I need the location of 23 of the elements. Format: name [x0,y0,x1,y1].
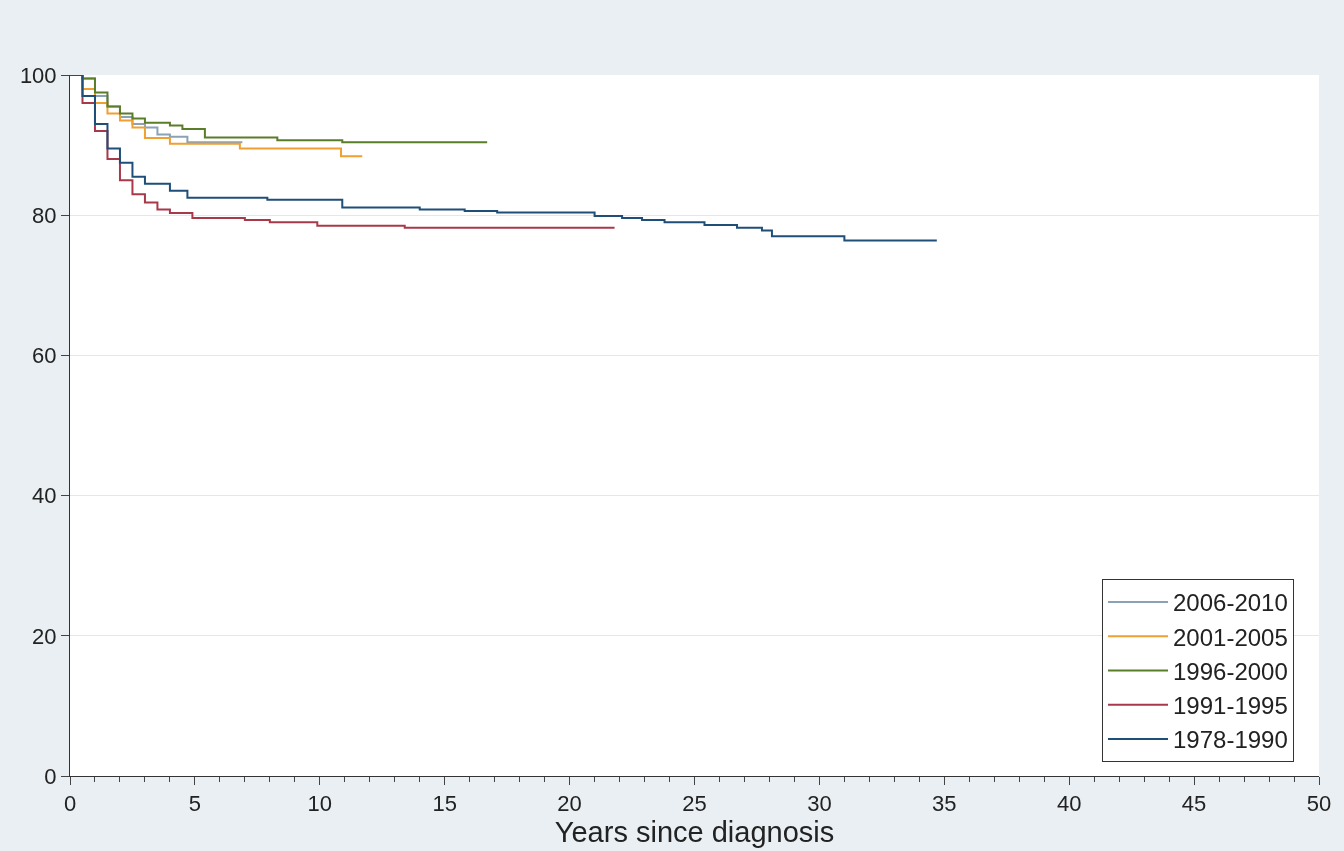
x-tick-label: 20 [557,791,582,817]
x-tick-label: 15 [432,791,457,817]
y-tick-label: 20 [32,623,57,649]
legend-label: 1996-2000 [1173,657,1288,685]
y-tick-label: 40 [32,483,57,509]
legend-label: 2001-2005 [1173,623,1288,651]
x-tick-label: 25 [682,791,707,817]
y-tick-label: 80 [32,202,57,228]
y-tick-label: 0 [44,763,57,789]
x-tick-label: 50 [1306,791,1332,817]
legend-label: 2006-2010 [1173,589,1288,617]
x-tick-label: 5 [188,791,202,817]
x-tick-label: 45 [1181,791,1207,817]
x-tick-label: 0 [63,791,77,817]
x-axis-title: Years since diagnosis [554,816,835,849]
x-tick-label: 30 [807,791,832,817]
legend-label: 1991-1995 [1173,692,1288,720]
x-tick-label: 10 [307,791,333,817]
legend-label: 1978-1990 [1173,726,1288,754]
y-tick-label: 60 [32,343,57,369]
y-tick-label: 100 [19,62,57,88]
x-tick-label: 35 [932,791,957,817]
x-tick-label: 40 [1056,791,1082,817]
